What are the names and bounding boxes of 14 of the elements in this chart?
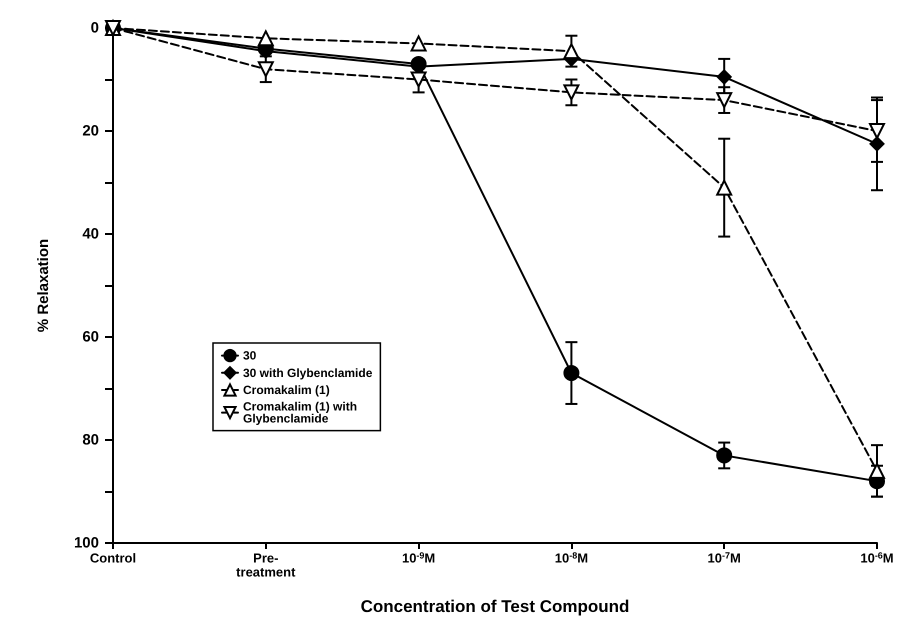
y-tick-label: 60: [82, 328, 99, 346]
y-tick-label: 20: [82, 122, 99, 140]
y-tick-label: 80: [82, 432, 99, 448]
legend-label: Cromakalim (1): [243, 383, 330, 397]
legend-label: Cromakalim (1) with Glybenclamide: [243, 400, 360, 426]
y-tick-label: 100: [74, 534, 99, 552]
x-axis-title: Concentration of Test Compound: [360, 597, 630, 616]
y-tick-label: 40: [82, 226, 99, 242]
y-axis-title: % Relaxation: [35, 238, 52, 332]
y-tick-label: 0: [90, 20, 99, 36]
x-tick-label: Control: [90, 550, 136, 566]
legend-label: 30: [243, 348, 257, 363]
x-tick-label: Pre- treatment: [236, 550, 296, 580]
legend-label: 30 with Glybenclamide: [243, 366, 373, 380]
